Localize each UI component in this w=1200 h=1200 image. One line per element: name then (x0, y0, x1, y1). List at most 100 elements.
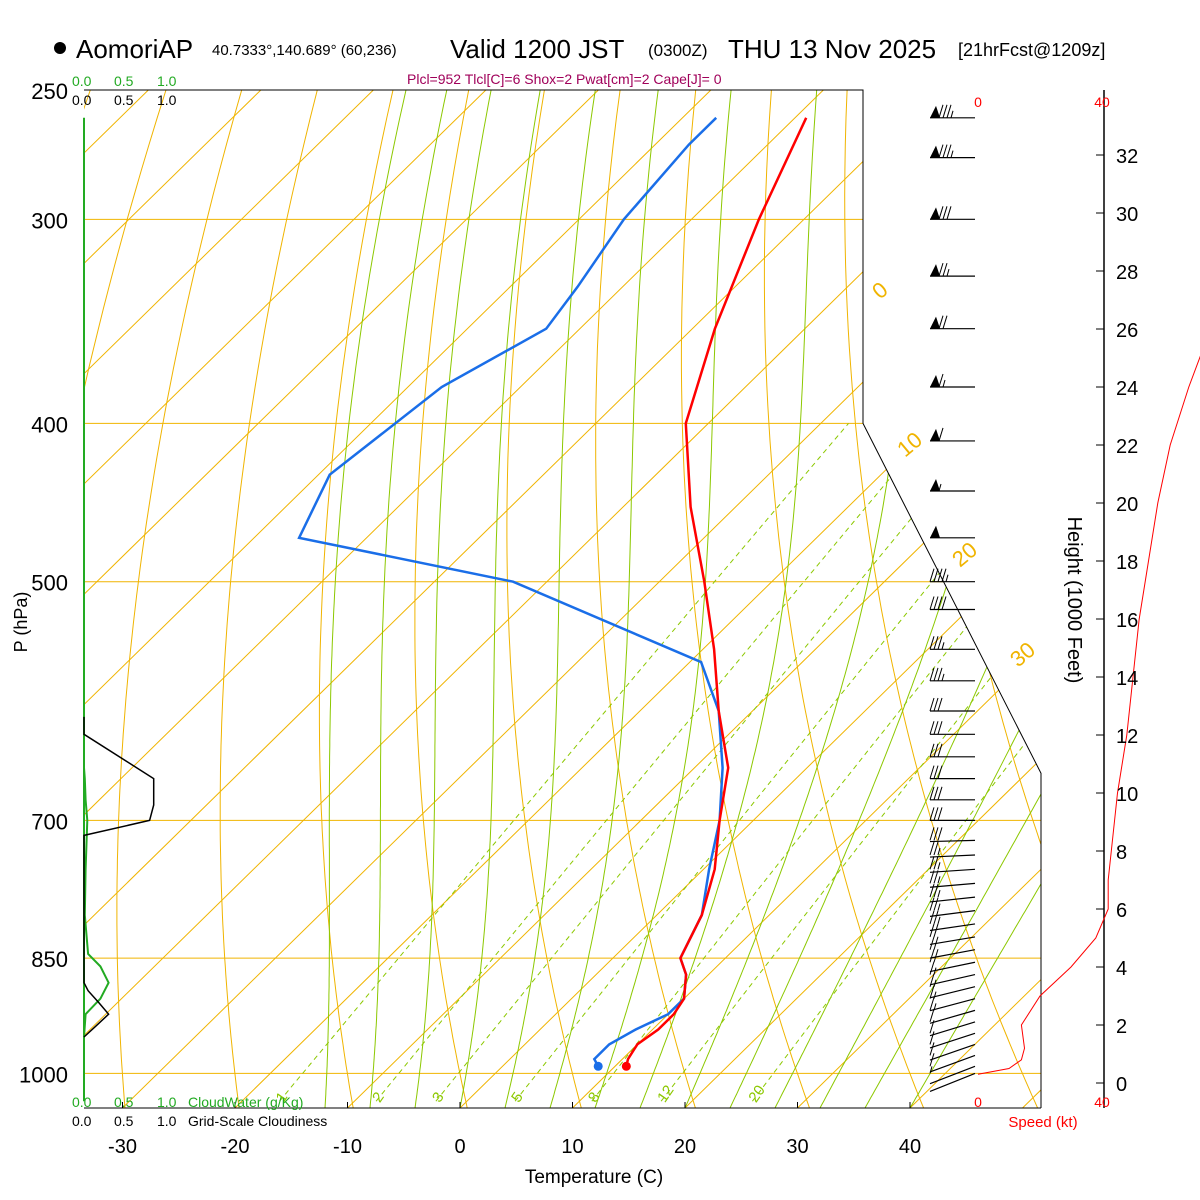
height-tick-label: 14 (1116, 668, 1138, 690)
wind-barb (929, 827, 976, 843)
moist-adiabat (729, 90, 1037, 1108)
moist-adiabat (594, 90, 732, 1108)
pressure-tick-label: 400 (31, 412, 68, 437)
isotherm (84, 90, 824, 1108)
moist-adiabat (369, 90, 448, 1108)
isotherm (572, 90, 1041, 1108)
wind-barb (929, 568, 975, 583)
cloudiness-label: Grid-Scale Cloudiness (188, 1113, 327, 1129)
temperature-tick-label: 20 (674, 1136, 696, 1158)
sounding-params: Plcl=952 Tlcl[C]=6 Shox=2 Pwat[cm]=2 Cap… (407, 71, 722, 87)
station-name: AomoriAP (76, 34, 194, 64)
wind-speed-profile (977, 355, 1200, 1075)
cloud-water-tick: 0.5 (114, 1094, 134, 1110)
isotherm (84, 90, 937, 1108)
mixing-ratio-line (279, 423, 849, 1102)
temperature-tick-label: -20 (221, 1136, 250, 1158)
height-tick-label: 12 (1116, 726, 1138, 748)
mixing-ratio-line (591, 423, 1041, 1102)
wind-barb (929, 841, 976, 858)
cloud-water-profile (83, 117, 110, 1102)
moist-adiabat (459, 90, 541, 1108)
isotherm (84, 90, 599, 1108)
dry-adiabat (318, 90, 394, 1108)
dry-adiabat (506, 90, 582, 1108)
dry-adiabat (414, 90, 470, 1108)
cloudiness-tick: 0.0 (72, 1113, 92, 1129)
speed-tick-label: 40 (1094, 94, 1110, 110)
wind-barb (929, 743, 975, 758)
wind-barb (929, 667, 975, 682)
isotherm (797, 90, 1041, 1108)
mixing-ratio-label: 2 (369, 1089, 388, 1106)
dry-adiabat (219, 90, 318, 1108)
dry-adiabat (844, 90, 1039, 1108)
isotherm (84, 90, 487, 1108)
wind-barb (930, 206, 975, 220)
surface-dewpoint-dot (593, 1061, 603, 1071)
wind-barb (929, 1066, 976, 1092)
wind-barb (930, 104, 975, 119)
valid-time: Valid 1200 JST (450, 34, 625, 64)
height-tick-label: 32 (1116, 146, 1138, 168)
isotherm (234, 90, 1041, 1108)
wind-barb (929, 910, 976, 932)
cloud-water-tick: 0.5 (114, 73, 134, 89)
height-tick-label: 18 (1116, 552, 1138, 574)
wind-barb (930, 525, 975, 539)
pressure-tick-label: 850 (31, 947, 68, 972)
wind-barb (930, 479, 975, 492)
x-axis-label: Temperature (C) (525, 1167, 663, 1188)
temperature-tick-label: -10 (333, 1136, 362, 1158)
moist-adiabat (909, 90, 1041, 1108)
temperature-tick-label: 30 (786, 1136, 808, 1158)
pressure-tick-label: 250 (31, 79, 68, 104)
wind-barb (929, 897, 976, 917)
wind-barb (929, 697, 975, 712)
station-dot-icon (54, 42, 66, 54)
cloud-water-tick: 1.0 (157, 73, 177, 89)
moist-adiabat (324, 90, 407, 1108)
cloudiness-tick: 0.0 (72, 92, 92, 108)
temperature-tick-label: 10 (561, 1136, 583, 1158)
wind-barb (930, 262, 975, 277)
y-axis-label: P (hPa) (11, 592, 31, 653)
speed-tick-label: 40 (1094, 1094, 1110, 1110)
isotherm (1022, 90, 1041, 1108)
mixing-ratio-line (752, 423, 1041, 1102)
surface-temperature-dot (621, 1061, 631, 1071)
speed-tick-label: 0 (974, 1094, 982, 1110)
dry-adiabat (922, 90, 1041, 1108)
temperature-tick-label: 40 (899, 1136, 921, 1158)
moist-adiabat-label: 30 (1005, 637, 1040, 672)
cloud-water-tick: 0.0 (72, 1094, 92, 1110)
pressure-tick-label: 1000 (19, 1062, 68, 1087)
isotherm (84, 90, 712, 1108)
temperature-tick-label: -30 (108, 1136, 137, 1158)
dry-adiabat (1150, 90, 1200, 1108)
plot-area (84, 90, 1200, 1108)
pressure-tick-label: 500 (31, 571, 68, 596)
moist-adiabat (504, 90, 596, 1108)
plot-outline (84, 89, 1042, 1108)
height-tick-label: 28 (1116, 262, 1138, 284)
dry-adiabat (997, 90, 1041, 1108)
wind-barb (929, 997, 976, 1024)
dry-adiabat (763, 90, 925, 1108)
station-coords: 40.7333°,140.689° (60,236) (212, 42, 397, 59)
wind-barb (929, 870, 976, 888)
wind-barb (930, 427, 975, 442)
wind-barb (930, 144, 975, 159)
cloudiness-tick: 1.0 (157, 92, 177, 108)
speed-tick-label: 0 (974, 94, 982, 110)
dry-adiabat (116, 90, 243, 1108)
moist-adiabat-label: 0 (867, 277, 892, 304)
height-tick-label: 8 (1116, 842, 1127, 864)
height-tick-label: 0 (1116, 1074, 1127, 1096)
height-tick-label: 24 (1116, 378, 1138, 400)
cloudiness-tick: 1.0 (157, 1113, 177, 1129)
title-row: AomoriAP 40.7333°,140.689° (60,236) Vali… (0, 34, 1200, 74)
isotherm (459, 90, 1041, 1108)
isotherm (84, 90, 1041, 1108)
moist-adiabat (684, 90, 919, 1108)
